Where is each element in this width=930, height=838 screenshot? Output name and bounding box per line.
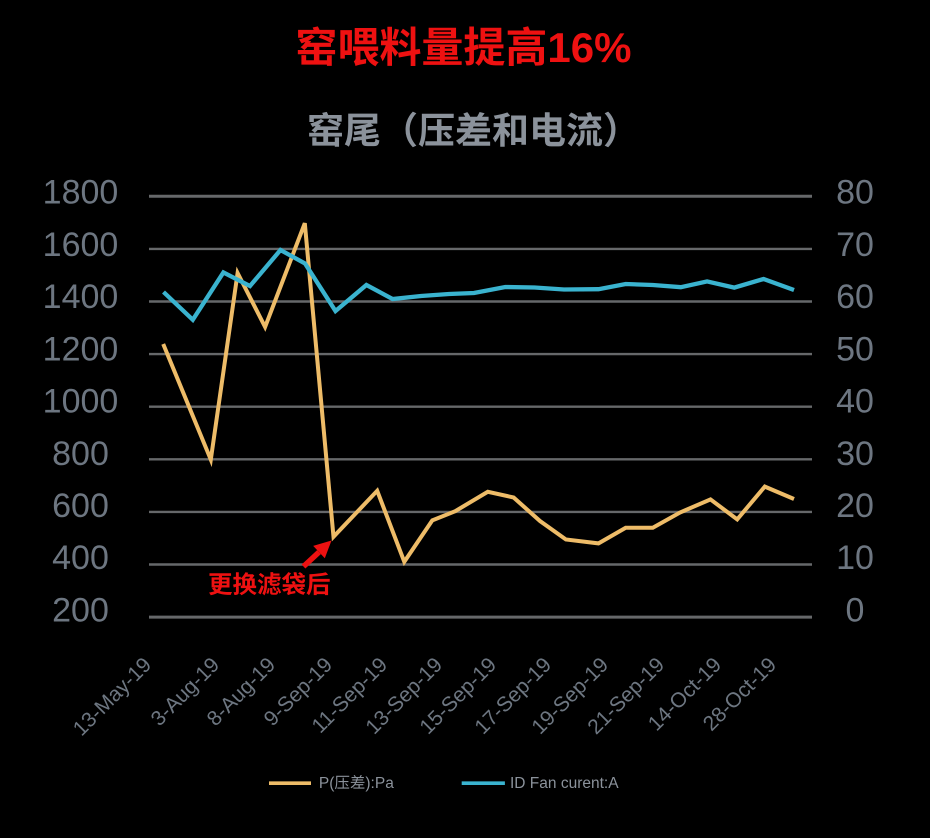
svg-text:70: 70 xyxy=(836,226,874,264)
svg-text:ID Fan curent:A: ID Fan curent:A xyxy=(510,775,619,792)
svg-text:10: 10 xyxy=(836,539,874,577)
svg-text:):Pa: ):Pa xyxy=(365,775,394,792)
svg-text:P(: P( xyxy=(319,775,335,792)
svg-text:1000: 1000 xyxy=(43,383,119,421)
svg-text:800: 800 xyxy=(52,435,109,473)
svg-text:1400: 1400 xyxy=(43,278,119,316)
svg-text:0: 0 xyxy=(846,591,865,629)
svg-text:30: 30 xyxy=(836,435,874,473)
svg-text:200: 200 xyxy=(52,591,109,629)
svg-text:40: 40 xyxy=(836,383,874,421)
svg-text:400: 400 xyxy=(52,539,109,577)
svg-text:1600: 1600 xyxy=(43,226,119,264)
svg-text:50: 50 xyxy=(836,330,874,368)
svg-text:16%: 16% xyxy=(547,24,631,71)
svg-text:60: 60 xyxy=(836,278,874,316)
svg-text:80: 80 xyxy=(836,174,874,212)
svg-text:1200: 1200 xyxy=(43,330,119,368)
svg-text:600: 600 xyxy=(52,487,109,525)
svg-text:1800: 1800 xyxy=(43,174,119,212)
svg-text:20: 20 xyxy=(836,487,874,525)
